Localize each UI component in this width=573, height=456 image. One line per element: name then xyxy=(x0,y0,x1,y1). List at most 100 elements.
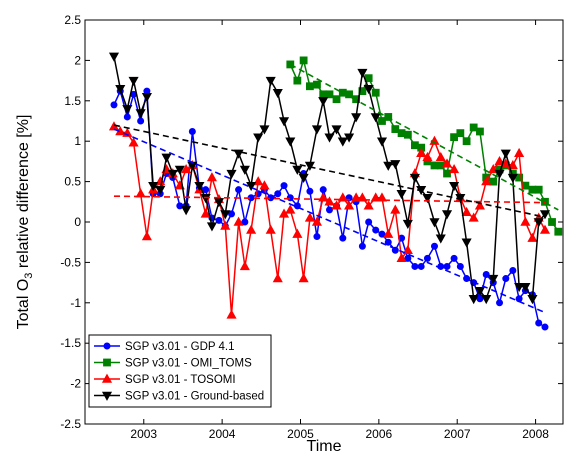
data-point-sgp-v3-01-ground-based xyxy=(285,137,296,147)
y-tick-label: 1 xyxy=(74,134,81,148)
data-point-sgp-v3-01-tosomi xyxy=(494,155,505,166)
data-point-sgp-v3-01-omi-toms xyxy=(391,125,400,133)
data-point-sgp-v3-01-gdp-4-1 xyxy=(502,275,510,283)
data-point-sgp-v3-01-gdp-4-1 xyxy=(430,242,438,250)
y-tick-label: -0.5 xyxy=(60,255,81,269)
x-tick-label: 2008 xyxy=(522,427,549,441)
data-point-sgp-v3-01-gdp-4-1 xyxy=(274,190,282,198)
data-point-sgp-v3-01-tosomi xyxy=(331,200,342,210)
data-point-sgp-v3-01-tosomi xyxy=(481,176,492,186)
data-point-sgp-v3-01-ground-based xyxy=(429,218,440,228)
legend-swatch-marker xyxy=(101,391,113,401)
data-point-sgp-v3-01-tosomi xyxy=(435,151,446,162)
data-point-sgp-v3-01-ground-based xyxy=(351,113,362,123)
data-point-sgp-v3-01-gdp-4-1 xyxy=(423,254,431,262)
data-point-sgp-v3-01-ground-based xyxy=(468,295,479,305)
data-point-sgp-v3-01-ground-based xyxy=(135,109,146,119)
data-point-sgp-v3-01-tosomi xyxy=(200,208,211,218)
data-point-sgp-v3-01-ground-based xyxy=(514,282,525,293)
data-point-sgp-v3-01-ground-based xyxy=(122,105,133,115)
data-point-sgp-v3-01-ground-based xyxy=(298,173,309,183)
data-point-sgp-v3-01-gdp-4-1 xyxy=(137,117,145,125)
data-point-sgp-v3-01-gdp-4-1 xyxy=(476,295,484,303)
trend-line-sgp-v3-01-omi-toms xyxy=(289,63,559,211)
y-tick-label: 2 xyxy=(74,53,81,67)
data-point-sgp-v3-01-gdp-4-1 xyxy=(443,262,451,270)
data-point-sgp-v3-01-tosomi xyxy=(135,188,146,198)
data-point-sgp-v3-01-omi-toms xyxy=(358,87,367,96)
data-point-sgp-v3-01-omi-toms xyxy=(443,169,451,178)
data-point-sgp-v3-01-ground-based xyxy=(167,169,178,179)
data-point-sgp-v3-01-tosomi xyxy=(324,196,335,206)
data-point-sgp-v3-01-tosomi xyxy=(272,273,283,283)
data-point-sgp-v3-01-tosomi xyxy=(449,164,460,174)
y-axis-title-subscript: 3 xyxy=(23,273,35,279)
data-point-sgp-v3-01-ground-based xyxy=(206,222,217,232)
data-point-sgp-v3-01-ground-based xyxy=(441,210,453,220)
data-point-sgp-v3-01-ground-based xyxy=(141,93,152,103)
y-tick-label: 1.5 xyxy=(64,94,81,108)
data-point-sgp-v3-01-tosomi xyxy=(226,309,237,319)
x-tick-label: 2004 xyxy=(209,427,236,441)
legend-label: SGP v3.01 - OMI_TOMS xyxy=(125,358,252,370)
data-point-sgp-v3-01-ground-based xyxy=(246,181,257,192)
data-point-sgp-v3-01-tosomi xyxy=(363,200,374,210)
data-point-sgp-v3-01-omi-toms xyxy=(462,137,471,146)
data-point-sgp-v3-01-omi-toms xyxy=(469,123,478,132)
data-point-sgp-v3-01-ground-based xyxy=(370,113,381,123)
data-point-sgp-v3-01-ground-based xyxy=(357,68,368,78)
data-point-sgp-v3-01-gdp-4-1 xyxy=(456,262,464,270)
data-point-sgp-v3-01-tosomi xyxy=(429,135,440,145)
data-point-sgp-v3-01-ground-based xyxy=(527,295,538,305)
data-point-sgp-v3-01-ground-based xyxy=(213,198,225,208)
data-point-sgp-v3-01-tosomi xyxy=(520,216,531,226)
data-point-sgp-v3-01-ground-based xyxy=(278,117,290,127)
data-point-sgp-v3-01-tosomi xyxy=(357,192,368,202)
data-point-sgp-v3-01-omi-toms xyxy=(299,56,308,65)
legend: SGP v3.01 - GDP 4.1 SGP v3.01 - OMI_TOMS S… xyxy=(88,334,272,408)
data-point-sgp-v3-01-ground-based xyxy=(239,165,250,175)
data-point-sgp-v3-01-ground-based xyxy=(363,84,374,95)
data-point-sgp-v3-01-ground-based xyxy=(265,76,276,87)
data-point-sgp-v3-01-tosomi xyxy=(141,231,152,241)
data-point-sgp-v3-01-tosomi xyxy=(416,147,427,158)
data-point-sgp-v3-01-omi-toms xyxy=(305,82,314,91)
trend-line-sgp-v3-01-tosomi xyxy=(113,195,545,204)
data-point-sgp-v3-01-omi-toms xyxy=(476,127,484,136)
data-point-sgp-v3-01-ground-based xyxy=(318,97,329,107)
data-point-sgp-v3-01-gdp-4-1 xyxy=(110,101,118,109)
data-point-sgp-v3-01-gdp-4-1 xyxy=(384,238,392,246)
data-point-sgp-v3-01-gdp-4-1 xyxy=(404,254,412,262)
data-point-sgp-v3-01-ground-based xyxy=(396,190,407,200)
data-point-sgp-v3-01-gdp-4-1 xyxy=(358,242,366,250)
data-point-sgp-v3-01-tosomi xyxy=(233,216,244,226)
data-point-sgp-v3-01-ground-based xyxy=(304,161,315,171)
data-point-sgp-v3-01-gdp-4-1 xyxy=(215,216,223,224)
data-point-sgp-v3-01-omi-toms xyxy=(325,90,334,99)
y-axis-title: Total O3 relative difference [%] xyxy=(15,115,35,330)
data-point-sgp-v3-01-tosomi xyxy=(206,172,217,182)
data-point-sgp-v3-01-gdp-4-1 xyxy=(411,262,419,270)
x-tick-label: 2003 xyxy=(130,427,157,441)
legend-swatch-marker xyxy=(103,342,111,350)
data-point-sgp-v3-01-tosomi xyxy=(259,180,270,190)
data-point-sgp-v3-01-gdp-4-1 xyxy=(235,186,243,194)
legend-label: SGP v3.01 - TOSOMI xyxy=(125,374,236,386)
data-point-sgp-v3-01-ground-based xyxy=(148,181,159,192)
data-point-sgp-v3-01-ground-based xyxy=(507,173,518,183)
data-point-sgp-v3-01-gdp-4-1 xyxy=(541,323,549,331)
data-point-sgp-v3-01-omi-toms xyxy=(332,95,341,104)
y-tick-label: 2.5 xyxy=(64,13,81,27)
data-point-sgp-v3-01-tosomi xyxy=(527,232,538,242)
x-tick-label: 2006 xyxy=(366,427,393,441)
data-point-sgp-v3-01-tosomi xyxy=(298,273,309,283)
data-point-sgp-v3-01-ground-based xyxy=(533,218,544,228)
data-point-sgp-v3-01-gdp-4-1 xyxy=(280,182,288,190)
data-point-sgp-v3-01-gdp-4-1 xyxy=(535,319,543,327)
x-axis-title: Time xyxy=(307,438,342,455)
data-point-sgp-v3-01-gdp-4-1 xyxy=(378,230,386,238)
data-point-sgp-v3-01-omi-toms xyxy=(286,60,295,69)
data-point-sgp-v3-01-tosomi xyxy=(441,158,453,168)
data-point-sgp-v3-01-gdp-4-1 xyxy=(306,187,314,195)
